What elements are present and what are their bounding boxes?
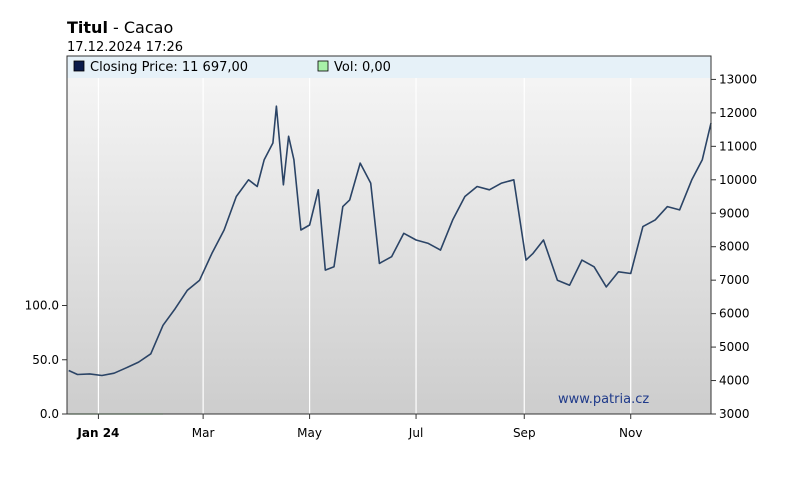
right-tick-label: 5000 xyxy=(719,340,750,354)
left-y-axis: 0.0 50.0 100.0 xyxy=(25,299,67,421)
x-tick-label: Mar xyxy=(192,426,215,440)
x-tick-label: Jan 24 xyxy=(76,426,119,440)
right-tick-label: 8000 xyxy=(719,240,750,254)
legend-closing-swatch xyxy=(73,60,85,72)
right-tick-label: 12000 xyxy=(719,106,757,120)
x-tick-label: Nov xyxy=(619,426,642,440)
right-tick-label: 10000 xyxy=(719,173,757,187)
right-tick-label: 11000 xyxy=(719,139,757,153)
legend-volume-label: Vol: 0,00 xyxy=(334,60,391,75)
right-tick-label: 7000 xyxy=(719,273,750,287)
right-tick-label: 9000 xyxy=(719,206,750,220)
plot-area xyxy=(67,56,711,414)
title-main: Titul xyxy=(67,18,108,37)
x-tick-label: Sep xyxy=(513,426,536,440)
legend-band xyxy=(67,56,711,78)
right-y-axis: 3000 4000 5000 6000 7000 8000 9000 10000 11000 12… xyxy=(711,72,757,421)
plot-border xyxy=(66,55,712,415)
grid-lines xyxy=(97,56,632,414)
series-closing-price-line xyxy=(68,105,712,377)
right-tick-label: 13000 xyxy=(719,72,757,86)
x-axis: Jan 24 Mar May Jul Sep Nov xyxy=(76,414,642,440)
left-tick-label: 100.0 xyxy=(25,299,59,313)
right-tick-label: 3000 xyxy=(719,407,750,421)
left-tick-label: 50.0 xyxy=(32,353,59,367)
legend-volume-swatch xyxy=(317,60,329,72)
x-tick-label: May xyxy=(297,426,322,440)
right-tick-label: 6000 xyxy=(719,307,750,321)
title-instrument: Cacao xyxy=(123,18,174,37)
x-tick-label: Jul xyxy=(408,426,423,440)
left-tick-label: 0.0 xyxy=(40,407,59,421)
right-tick-label: 4000 xyxy=(719,374,750,388)
legend-closing-label: Closing Price: 11 697,00 xyxy=(90,60,248,75)
title-separator: - xyxy=(107,18,124,37)
watermark: www.patria.cz xyxy=(558,392,649,407)
chart-title: Titul - Cacao xyxy=(67,18,173,37)
timestamp: 17.12.2024 17:26 xyxy=(67,40,184,55)
